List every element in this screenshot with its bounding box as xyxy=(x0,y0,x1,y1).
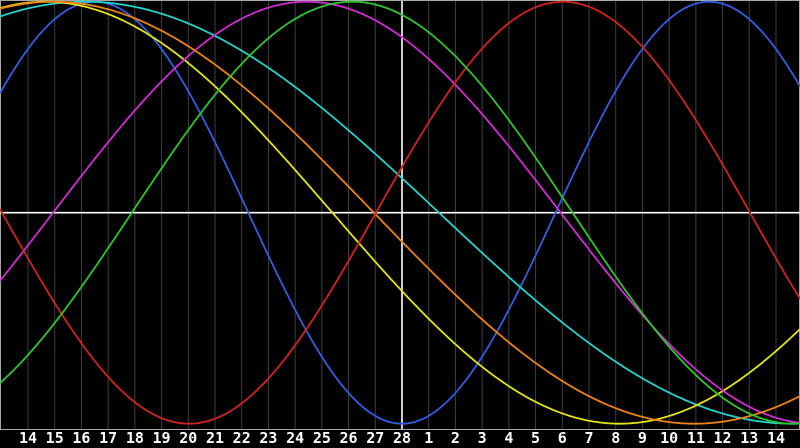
curve-green-33-day xyxy=(0,0,800,425)
x-tick-label: 9 xyxy=(637,429,647,447)
x-tick-label: 11 xyxy=(686,429,705,447)
x-tick-label: 1 xyxy=(424,429,434,447)
curve-red-28-day xyxy=(0,0,800,425)
curve-magenta-38-day xyxy=(0,0,800,424)
curve-orange-48-day xyxy=(0,0,800,425)
x-tick-label: 23 xyxy=(259,429,278,447)
x-tick-label: 3 xyxy=(477,429,487,447)
x-tick-label: 2 xyxy=(450,429,460,447)
x-tick-label: 19 xyxy=(152,429,171,447)
curve-yellow-43-day xyxy=(0,0,800,425)
curve-cyan-53-day xyxy=(0,0,800,425)
x-tick-label: 12 xyxy=(713,429,732,447)
x-tick-label: 25 xyxy=(312,429,331,447)
x-tick-label: 16 xyxy=(72,429,91,447)
plot-frame xyxy=(0,0,800,430)
x-tick-label: 14 xyxy=(18,429,38,447)
x-tick-label: 18 xyxy=(125,429,144,447)
x-tick-label: 6 xyxy=(557,429,567,447)
x-tick-label: 4 xyxy=(504,429,514,447)
x-tick-label: 20 xyxy=(179,429,198,447)
x-tick-label: 21 xyxy=(205,429,225,447)
x-tick-label: 17 xyxy=(99,429,118,447)
x-tick-label: 7 xyxy=(584,429,594,447)
x-tick-label: 14 xyxy=(766,429,786,447)
x-axis-tick-labels: 14 15 16 17 18 19 20 21 22 23 24 25 26 27 28 1 2 3 4 5 6 7 8 9 1… xyxy=(0,430,800,448)
x-tick-label: 10 xyxy=(660,429,679,447)
x-tick-label: 13 xyxy=(740,429,759,447)
x-tick-label: 15 xyxy=(45,429,64,447)
x-tick-label: 28 xyxy=(392,429,412,447)
x-tick-label: 22 xyxy=(232,429,251,447)
x-tick-label: 5 xyxy=(531,429,541,447)
x-tick-label: 27 xyxy=(366,429,385,447)
x-tick-label: 24 xyxy=(286,429,305,447)
x-tick-label: 8 xyxy=(611,429,621,447)
x-tick-label: 26 xyxy=(339,429,358,447)
